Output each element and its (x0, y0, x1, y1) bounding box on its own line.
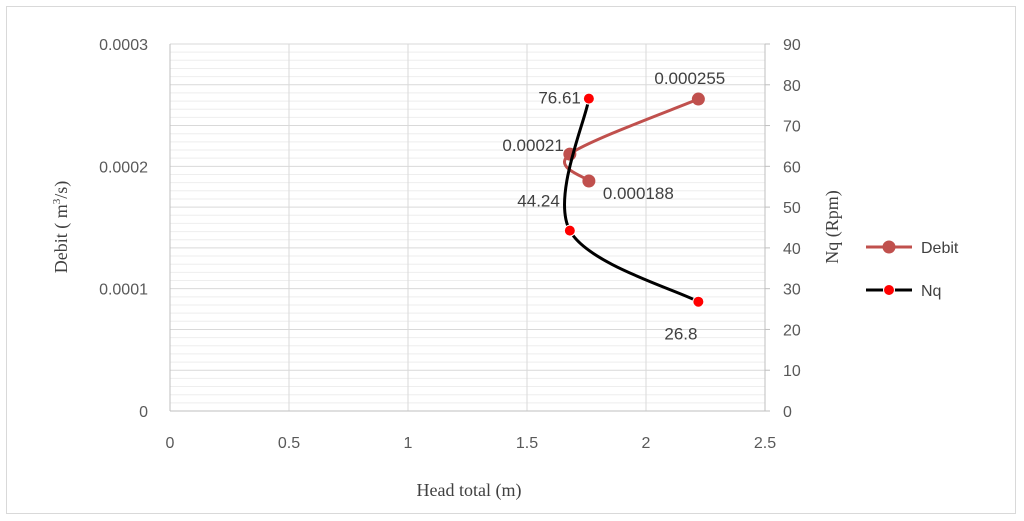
y-left-tick-label: 0.0002 (99, 159, 148, 176)
debit-data-label: 0.00021 (502, 136, 563, 155)
minor-gridlines (170, 51, 765, 404)
y-right-tick-label: 30 (783, 282, 801, 299)
y-right-tick-label: 10 (783, 363, 801, 380)
debit-data-label: 0.000255 (654, 69, 725, 88)
x-tick-label: 2 (642, 435, 651, 452)
debit-point (691, 92, 705, 106)
legend-label-nq: Nq (921, 283, 941, 300)
y-left-tick-label: 0.0003 (99, 37, 148, 54)
nq-point (563, 224, 576, 237)
tick-labels: 0 0.5 1 1.5 2 2.5 0 0.0001 0.0002 0.0003 0 10 20 30 40… (99, 37, 801, 452)
debit-data-label: 0.000188 (603, 184, 674, 203)
y-right-tick-label: 70 (783, 119, 801, 136)
y-right-axis-title: Nq (Rpm) (822, 190, 843, 264)
axes (169, 43, 770, 412)
y-right-tick-label: 50 (783, 200, 801, 217)
y-right-tick-label: 40 (783, 241, 801, 258)
data-labels: 0.000255 0.00021 0.000188 76.61 44.24 26.8 (502, 69, 725, 344)
legend-label-debit: Debit (921, 240, 959, 257)
x-tick-label: 2.5 (754, 435, 776, 452)
x-tick-label: 0.5 (278, 435, 300, 452)
nq-data-label: 44.24 (517, 192, 560, 211)
y-right-tick-label: 0 (783, 404, 792, 421)
legend: Debit Nq (866, 240, 959, 300)
x-tick-label: 1 (404, 435, 413, 452)
x-axis-title: Head total (m) (417, 480, 522, 501)
chart-frame (6, 6, 1016, 514)
x-tick-label: 1.5 (516, 435, 538, 452)
nq-data-label: 76.61 (538, 89, 581, 108)
nq-point (582, 92, 595, 105)
y-right-tick-label: 20 (783, 322, 801, 339)
legend-item-debit: Debit (866, 240, 959, 257)
legend-item-nq: Nq (866, 283, 941, 300)
nq-point (692, 295, 705, 308)
legend-swatch-debit-marker (882, 240, 896, 254)
legend-swatch-nq-marker (883, 284, 895, 296)
y-right-tick-label: 80 (783, 78, 801, 95)
series-layer (563, 92, 705, 308)
y-right-tick-label: 90 (783, 37, 801, 54)
y-left-tick-label: 0 (139, 404, 148, 421)
debit-series-line (563, 97, 700, 183)
x-tick-label: 0 (166, 435, 175, 452)
major-gridlines (169, 43, 766, 412)
y-left-tick-label: 0.0001 (99, 282, 148, 299)
nq-data-label: 26.8 (664, 325, 697, 344)
y-left-axis-title: Debit ( m3/s) (51, 181, 72, 274)
y-right-tick-label: 60 (783, 159, 801, 176)
debit-point (582, 174, 596, 188)
